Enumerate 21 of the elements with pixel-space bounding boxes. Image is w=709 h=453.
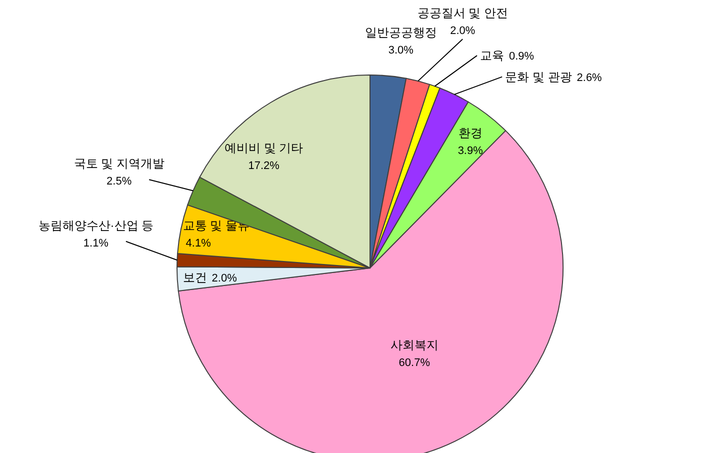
slice-label: 일반공공행정 — [364, 25, 437, 40]
data-label: 4.1% — [186, 237, 212, 250]
data-label: 3.0% — [388, 44, 414, 56]
data-label: 17.2% — [248, 160, 280, 172]
slice-label: 예비비 및 기타 — [224, 141, 304, 156]
slice-label: 사회복지 — [390, 338, 438, 352]
slice-label: 국토 및 지역개발 — [74, 156, 164, 171]
slice-label: 농림해양수산·산업 등 — [38, 218, 154, 232]
slice-label: 교육 — [480, 48, 504, 63]
data-label: 2.5% — [106, 176, 132, 188]
slice-label: 환경 — [458, 126, 482, 140]
data-label: 1.1% — [83, 237, 109, 250]
data-label: 2.6% — [576, 72, 602, 84]
data-label: 2.0% — [212, 272, 238, 285]
data-label: 2.0% — [450, 25, 476, 38]
data-label: 0.9% — [509, 50, 534, 63]
data-label: 60.7% — [398, 357, 430, 370]
slice-label: 문화 및 관광 — [505, 70, 572, 84]
slice-label: 보건 — [182, 270, 207, 285]
slice-label: 공공질서 및 안전 — [417, 6, 508, 20]
data-label: 3.9% — [458, 144, 484, 157]
